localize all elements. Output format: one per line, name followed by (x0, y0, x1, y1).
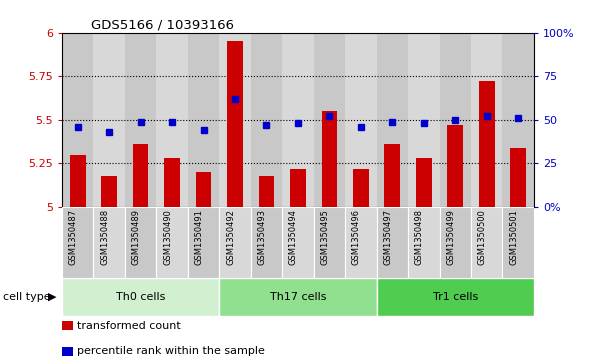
Bar (416, 158, 432, 207)
Bar (125, 207, 156, 278)
Bar (510, 148, 526, 207)
Text: GSM1350499: GSM1350499 (446, 209, 455, 265)
Text: GSM1350488: GSM1350488 (100, 209, 109, 265)
Bar (440, 33, 471, 207)
Bar (70, 155, 86, 207)
Bar (251, 207, 282, 278)
Text: GSM1350493: GSM1350493 (257, 209, 267, 265)
Bar (408, 33, 440, 207)
Text: percentile rank within the sample: percentile rank within the sample (77, 346, 265, 356)
Bar (93, 207, 125, 278)
Text: transformed count: transformed count (77, 321, 181, 331)
Bar (258, 176, 274, 207)
Text: Th0 cells: Th0 cells (116, 292, 165, 302)
Text: GSM1350497: GSM1350497 (384, 209, 392, 265)
Bar (408, 207, 440, 278)
Bar (156, 33, 188, 207)
Bar (219, 33, 251, 207)
Bar (290, 168, 306, 207)
Bar (376, 278, 534, 316)
Bar (196, 172, 211, 207)
Bar (125, 33, 156, 207)
Text: GSM1350494: GSM1350494 (289, 209, 298, 265)
Bar (440, 207, 471, 278)
Bar (345, 33, 376, 207)
Text: GSM1350487: GSM1350487 (68, 209, 78, 265)
Bar (164, 158, 180, 207)
Bar (156, 207, 188, 278)
Bar (62, 278, 219, 316)
Bar (251, 33, 282, 207)
Bar (322, 111, 337, 207)
Text: GSM1350498: GSM1350498 (415, 209, 424, 265)
Text: Th17 cells: Th17 cells (270, 292, 326, 302)
Bar (345, 207, 376, 278)
Bar (314, 33, 345, 207)
Bar (479, 81, 494, 207)
Text: GSM1350489: GSM1350489 (132, 209, 140, 265)
Text: GSM1350492: GSM1350492 (226, 209, 235, 265)
Bar (471, 207, 503, 278)
Text: ▶: ▶ (48, 292, 56, 302)
Bar (385, 144, 400, 207)
Bar (101, 176, 117, 207)
Bar (188, 207, 219, 278)
Text: GSM1350490: GSM1350490 (163, 209, 172, 265)
Bar (133, 144, 149, 207)
Bar (62, 33, 93, 207)
Bar (447, 125, 463, 207)
Text: GSM1350500: GSM1350500 (478, 209, 487, 265)
Bar (282, 207, 314, 278)
Text: GSM1350491: GSM1350491 (195, 209, 204, 265)
Text: GSM1350496: GSM1350496 (352, 209, 361, 265)
Bar (503, 33, 534, 207)
Bar (471, 33, 503, 207)
Bar (188, 33, 219, 207)
Bar (282, 33, 314, 207)
Bar (227, 41, 243, 207)
Bar (219, 278, 376, 316)
Bar (503, 207, 534, 278)
Bar (376, 33, 408, 207)
Text: Tr1 cells: Tr1 cells (432, 292, 478, 302)
Bar (314, 207, 345, 278)
Text: GDS5166 / 10393166: GDS5166 / 10393166 (91, 18, 234, 31)
Bar (376, 207, 408, 278)
Text: GSM1350501: GSM1350501 (509, 209, 518, 265)
Text: GSM1350495: GSM1350495 (320, 209, 329, 265)
Bar (93, 33, 125, 207)
Bar (353, 168, 369, 207)
Bar (219, 207, 251, 278)
Text: cell type: cell type (3, 292, 51, 302)
Bar (62, 207, 93, 278)
